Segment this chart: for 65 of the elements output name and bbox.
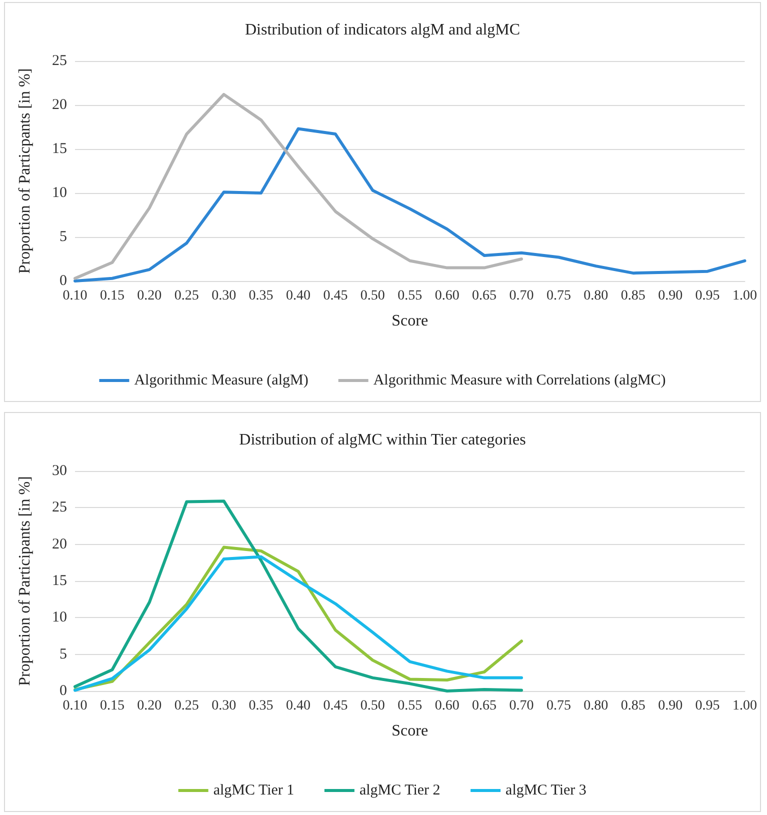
x-tick-label: 0.40 [286, 288, 310, 304]
x-tick-label: 0.60 [434, 288, 460, 304]
x-tick-label: 0.50 [360, 288, 385, 304]
x-tick-label: 0.55 [398, 288, 422, 304]
x-tick-label: 0.25 [174, 288, 199, 304]
y-tick-label: 20 [52, 536, 67, 552]
y-tick-label: 0 [60, 273, 67, 289]
x-tick-label: 0.15 [100, 698, 124, 714]
legend-label: algMC Tier 1 [213, 782, 294, 798]
y-tick-label: 25 [52, 53, 67, 69]
x-tick-label: 0.70 [509, 288, 534, 304]
line-series [74, 127, 746, 282]
x-tick-label: 0.85 [620, 288, 646, 304]
x-axis-title: Score [392, 722, 428, 740]
x-tick-label: 0.35 [248, 288, 274, 304]
x-tick-label: 0.45 [323, 288, 348, 304]
x-tick-label: 0.60 [434, 698, 460, 714]
x-axis-title: Score [392, 312, 428, 330]
legend-label: algMC Tier 3 [506, 782, 586, 798]
y-tick-label: 5 [60, 646, 67, 662]
y-tick-label: 0 [60, 683, 67, 699]
legend-label: Algorithmic Measure (algM) [134, 372, 308, 388]
x-tick-label: 0.90 [658, 288, 683, 304]
chart-title: Distribution of indicators algM and algMC [244, 22, 520, 38]
x-tick-label: 0.15 [100, 288, 124, 304]
x-tick-label: 0.45 [323, 698, 348, 714]
y-tick-label: 15 [52, 141, 67, 157]
x-tick-label: 0.55 [398, 698, 422, 714]
x-tick-label: 0.90 [658, 698, 683, 714]
x-tick-label: 1.00 [732, 288, 757, 304]
y-tick-label: 5 [60, 229, 67, 245]
x-tick-label: 0.65 [472, 288, 497, 304]
x-tick-label: 0.10 [62, 288, 88, 304]
y-axis-title: Proportion of Participants [in %] [16, 476, 34, 686]
line-series [74, 500, 523, 692]
x-tick-label: 0.30 [212, 288, 236, 304]
y-tick-label: 10 [52, 610, 67, 626]
y-axis-title: Proportion of Particpants [in %] [16, 68, 34, 274]
legend-label: algMC Tier 2 [359, 782, 440, 798]
x-tick-label: 0.50 [360, 698, 385, 714]
y-tick-label: 20 [52, 97, 67, 113]
x-tick-label: 0.30 [212, 698, 236, 714]
legend-label: Algorithmic Measure with Correlations (algMC) [373, 372, 666, 388]
x-tick-label: 0.35 [248, 698, 274, 714]
x-tick-label: 0.40 [286, 698, 310, 714]
line-series [74, 92, 523, 280]
x-tick-label: 0.95 [695, 698, 720, 714]
y-tick-label: 10 [52, 185, 67, 201]
y-tick-label: 25 [52, 500, 67, 516]
x-tick-label: 0.70 [509, 698, 534, 714]
x-tick-label: 0.20 [137, 698, 162, 714]
x-tick-label: 0.10 [62, 698, 88, 714]
x-tick-label: 0.80 [584, 698, 608, 714]
x-tick-label: 0.85 [620, 698, 646, 714]
x-tick-label: 0.25 [174, 698, 199, 714]
x-tick-label: 0.75 [546, 698, 571, 714]
x-tick-label: 0.65 [472, 698, 497, 714]
x-tick-label: 0.95 [695, 288, 720, 304]
y-tick-label: 15 [52, 573, 67, 589]
x-tick-label: 0.75 [546, 288, 571, 304]
y-tick-label: 30 [52, 463, 67, 479]
x-tick-label: 1.00 [732, 698, 757, 714]
x-tick-label: 0.80 [584, 288, 608, 304]
chart-title: Distribution of algMC within Tier categories [239, 432, 526, 448]
x-tick-label: 0.20 [137, 288, 162, 304]
